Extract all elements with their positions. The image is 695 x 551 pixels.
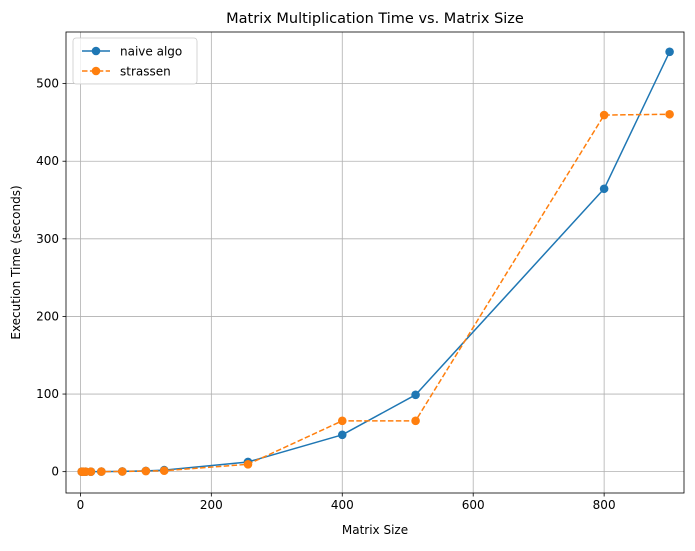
y-tick-label: 100	[36, 387, 59, 401]
legend-label: naive algo	[120, 45, 182, 59]
y-tick-label: 300	[36, 232, 59, 246]
series-1-point	[665, 47, 674, 57]
y-tick-label: 500	[36, 77, 59, 91]
series-1-point	[411, 390, 420, 400]
legend-swatch-marker	[91, 66, 101, 76]
series-2-point	[599, 110, 609, 120]
y-tick-label: 200	[36, 309, 59, 323]
y-axis-ticks: 0 100 200 300 400 500	[36, 77, 66, 479]
series-1-point	[337, 430, 347, 440]
series-2-point	[97, 467, 106, 476]
y-tick-label: 0	[51, 465, 59, 479]
series-2-point	[665, 109, 674, 119]
x-tick-label: 600	[462, 498, 485, 512]
series-2-point	[243, 459, 253, 469]
x-tick-label: 400	[331, 498, 354, 512]
series-2-point	[118, 467, 127, 476]
legend-label: strassen	[120, 65, 171, 79]
series-2-point	[141, 466, 151, 476]
plot-frame	[65, 31, 685, 494]
series-2-point	[86, 467, 96, 476]
y-tick-label: 400	[36, 154, 59, 168]
series-line-1	[81, 51, 671, 473]
series-2-point	[337, 416, 347, 426]
grid	[66, 32, 684, 493]
x-axis-label: Matrix Size	[342, 523, 408, 537]
series-1-point	[599, 184, 609, 194]
x-tick-label: 800	[593, 498, 616, 512]
series-line-2	[81, 113, 670, 473]
series-2-point	[159, 466, 169, 476]
series-layer	[77, 47, 674, 476]
chart-title: Matrix Multiplication Time vs. Matrix Si…	[226, 11, 524, 27]
x-tick-label: 0	[77, 498, 85, 512]
y-axis-label: Execution Time (seconds)	[9, 185, 23, 339]
series-2-point	[411, 416, 420, 426]
x-tick-label: 200	[200, 498, 223, 512]
x-axis-ticks: 0 200 400 600 800	[77, 493, 616, 512]
legend-swatch-marker	[91, 46, 101, 56]
legend: naive algo strassen	[72, 37, 198, 85]
legend-box	[72, 37, 198, 85]
